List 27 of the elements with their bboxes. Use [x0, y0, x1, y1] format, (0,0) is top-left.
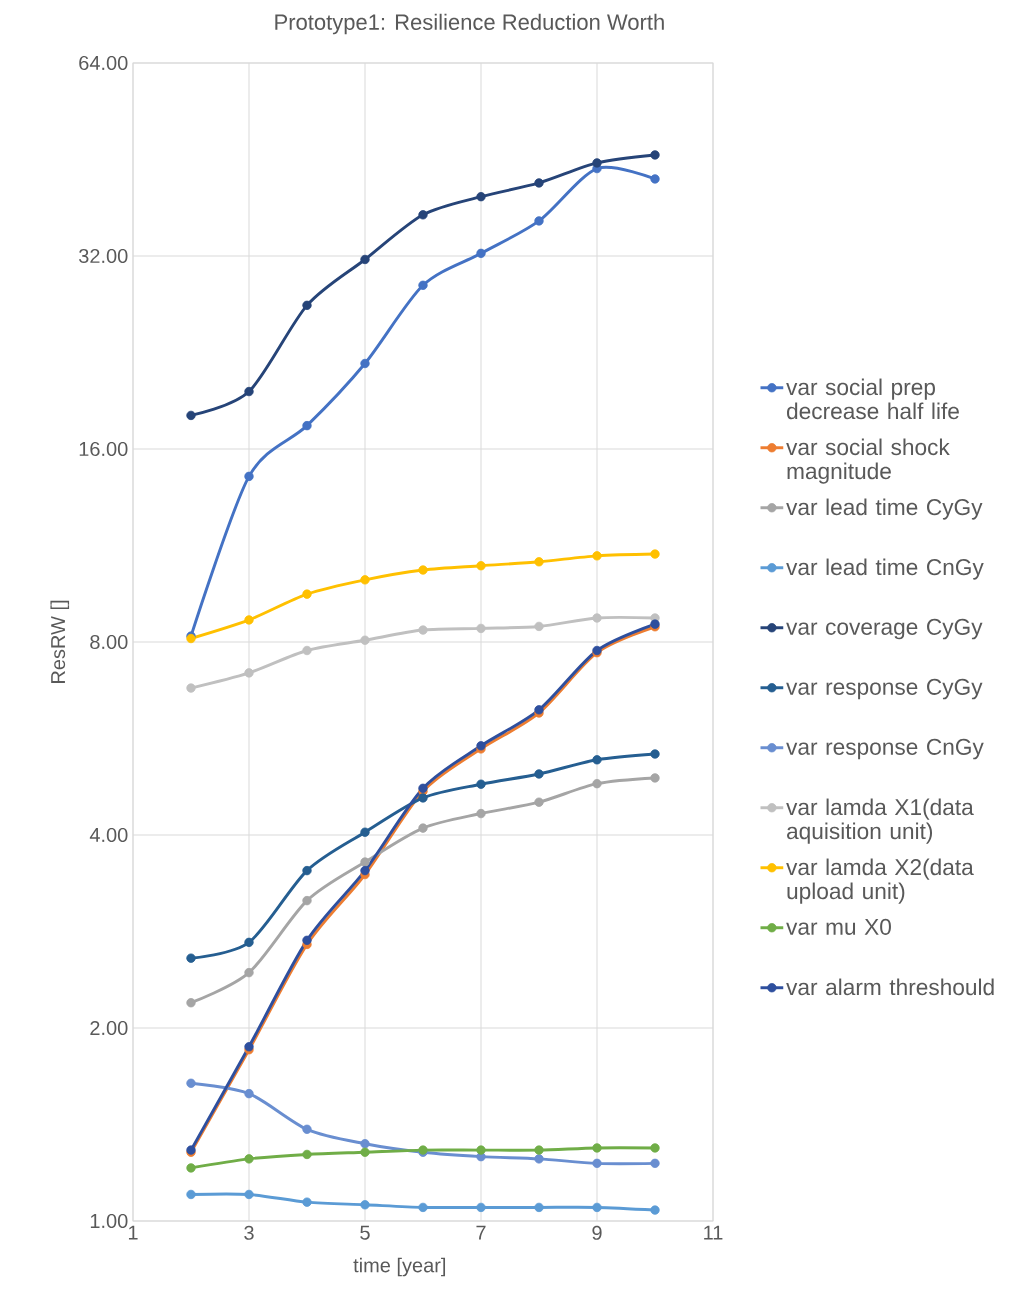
y-tick-label: 4.00 [89, 827, 128, 843]
legend-label: var mu X0 [786, 918, 891, 935]
y-tick-label: 16.00 [79, 441, 128, 457]
x-tick-label: 11 [704, 1225, 723, 1240]
y-tick-label: 32.00 [78, 248, 128, 264]
y-tick-label: 2.00 [90, 1020, 128, 1036]
legend-label: var lead time CyGy [786, 498, 983, 520]
y-tick-label: 1.00 [90, 1213, 128, 1229]
x-tick-label: 7 [476, 1225, 486, 1240]
x-tick-label: 1 [128, 1225, 138, 1240]
legend-label: var lamda X2(data upload unit) [786, 858, 974, 904]
x-tick-label: 9 [592, 1225, 602, 1240]
legend-label: var lead time CnGy [786, 558, 984, 580]
x-axis-title: time [year] [353, 1257, 446, 1277]
legend-label: var response CyGy [786, 678, 983, 700]
legend-label: var alarm threshould [786, 978, 994, 996]
y-axis-title: ResRW [] [50, 600, 70, 683]
legend-label: var lamda X1(data aquisition unit) [786, 798, 974, 844]
x-tick-label: 3 [244, 1225, 254, 1240]
legend-label: var response CnGy [786, 738, 984, 760]
y-tick-label: 8.00 [90, 634, 128, 650]
chart-title: Prototype1: Resilience Reduction Worth [275, 13, 664, 35]
legend-label: var social shock magnitude [786, 438, 950, 484]
legend-label: var social prep decrease half life [786, 378, 959, 420]
x-tick-label: 5 [360, 1225, 370, 1240]
legend-label: var coverage CyGy [786, 618, 983, 640]
y-tick-label: 64.00 [79, 55, 128, 71]
